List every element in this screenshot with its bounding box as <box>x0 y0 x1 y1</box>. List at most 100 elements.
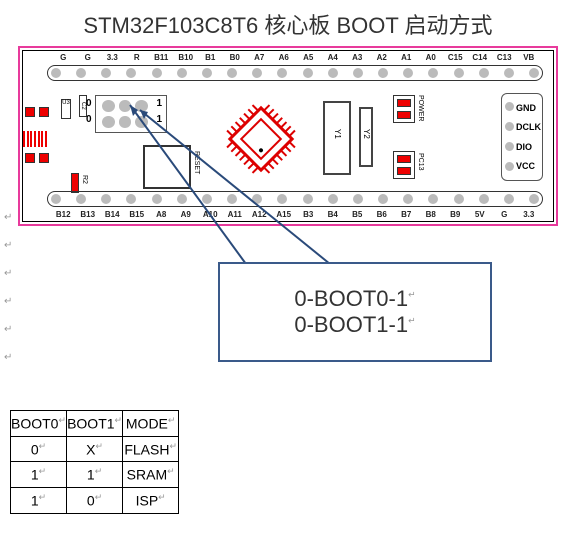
pin-hole <box>303 68 313 78</box>
table-row: 1↵1↵SRAM↵ <box>11 462 179 488</box>
pin-label: A12 <box>247 210 272 219</box>
boot-right-1: 1 <box>156 114 162 125</box>
led-pad <box>397 155 411 163</box>
pin-labels-bottom: B12B13B14B15A8A9A10A11A12A15B3B4B5B6B7B8… <box>51 210 541 219</box>
pin-label: A9 <box>174 210 199 219</box>
usb-connector <box>21 107 51 153</box>
pin-hole <box>252 194 262 204</box>
boot-right-0: 1 <box>156 98 162 109</box>
led-pc13 <box>393 151 415 179</box>
pin-hole <box>504 68 514 78</box>
pin-hole <box>353 194 363 204</box>
led-power <box>393 95 415 123</box>
pin-label: A6 <box>272 53 297 62</box>
pin-hole <box>328 68 338 78</box>
callout-box: 0-BOOT0-1↵ 0-BOOT1-1↵ <box>218 262 492 362</box>
label-r2: R2 <box>81 175 88 184</box>
pin-label: G <box>51 53 76 62</box>
reset-button-outline <box>143 145 191 189</box>
swd-hole <box>505 102 514 111</box>
pin-hole <box>378 194 388 204</box>
table-header: MODE↵ <box>123 411 179 437</box>
pin-label: B9 <box>443 210 468 219</box>
pin-hole <box>403 68 413 78</box>
board-diagram: GG3.3RB11B10B1B0A7A6A5A4A3A2A1A0C15C14C1… <box>18 46 558 226</box>
label-y2: Y2 <box>362 129 371 139</box>
pin-hole <box>51 68 61 78</box>
pin-label: G <box>76 53 101 62</box>
swd-hole <box>505 122 514 131</box>
pin-labels-top: GG3.3RB11B10B1B0A7A6A5A4A3A2A1A0C15C14C1… <box>51 53 541 62</box>
pin-label: B10 <box>174 53 199 62</box>
pin-label: A2 <box>370 53 395 62</box>
label-power: POWER <box>417 95 424 121</box>
pin-label: A4 <box>321 53 346 62</box>
pin-label: A3 <box>345 53 370 62</box>
pin-label: 3.3 <box>517 210 542 219</box>
boot-left-0: 0 <box>86 98 92 109</box>
pin-hole <box>252 68 262 78</box>
swd-pin-label: DIO <box>516 142 540 152</box>
label-pc13: PC13 <box>417 153 424 171</box>
pin-label: B14 <box>100 210 125 219</box>
pin-hole <box>227 68 237 78</box>
pin-label: B15 <box>125 210 150 219</box>
pin-hole <box>76 68 86 78</box>
table-cell: 1↵ <box>11 487 67 513</box>
pin-hole <box>177 194 187 204</box>
table-header: BOOT0↵ <box>11 411 67 437</box>
pin-label: C14 <box>468 53 493 62</box>
pin-label: B12 <box>51 210 76 219</box>
pin-hole <box>353 68 363 78</box>
usb-pad <box>25 153 35 163</box>
led-pad <box>397 99 411 107</box>
pin-label: A0 <box>419 53 444 62</box>
table-cell: SRAM↵ <box>123 462 179 488</box>
pin-label: 5V <box>468 210 493 219</box>
pin-label: B6 <box>370 210 395 219</box>
led-pad <box>397 167 411 175</box>
usb-pad <box>25 107 35 117</box>
usb-grille <box>23 131 47 147</box>
pin-label: A8 <box>149 210 174 219</box>
pin-hole <box>202 194 212 204</box>
table-cell: 1↵ <box>67 462 123 488</box>
pin-label: B5 <box>345 210 370 219</box>
table-row: 0↵X↵FLASH↵ <box>11 436 179 462</box>
pin-hole <box>328 194 338 204</box>
pin-hole <box>101 68 111 78</box>
usb-pad <box>39 153 49 163</box>
pin-holes-bottom <box>47 191 543 207</box>
swd-pin-label: GND <box>516 103 540 113</box>
reset-label: RESET <box>193 151 200 174</box>
pin-label: B13 <box>76 210 101 219</box>
pin-label: C13 <box>492 53 517 62</box>
pin-label: B1 <box>198 53 223 62</box>
pin-label: B11 <box>149 53 174 62</box>
component-u3: U3 <box>61 99 71 119</box>
pin-hole <box>152 194 162 204</box>
table-row: 1↵0↵ISP↵ <box>11 487 179 513</box>
pin-label: 3.3 <box>100 53 125 62</box>
table-cell: X↵ <box>67 436 123 462</box>
table-cell: 0↵ <box>67 487 123 513</box>
pin-label: C15 <box>443 53 468 62</box>
pin-label: B0 <box>223 53 248 62</box>
boot-jumper-pins <box>102 100 148 128</box>
pcb-board: GG3.3RB11B10B1B0A7A6A5A4A3A2A1A0C15C14C1… <box>22 50 554 222</box>
pin-label: R <box>125 53 150 62</box>
page-title: STM32F103C8T6 核心板 BOOT 启动方式 <box>0 0 576 46</box>
label-y1: Y1 <box>333 129 342 139</box>
table-cell: FLASH↵ <box>123 436 179 462</box>
pin-label: A10 <box>198 210 223 219</box>
usb-pad <box>39 107 49 117</box>
swd-hole <box>505 142 514 151</box>
component-r2 <box>71 173 79 193</box>
boot-left-1: 0 <box>86 114 92 125</box>
led-pad <box>397 111 411 119</box>
pin-hole <box>428 68 438 78</box>
pin-hole <box>202 68 212 78</box>
pin-hole <box>177 68 187 78</box>
swd-hole <box>505 162 514 171</box>
pin-label: A7 <box>247 53 272 62</box>
